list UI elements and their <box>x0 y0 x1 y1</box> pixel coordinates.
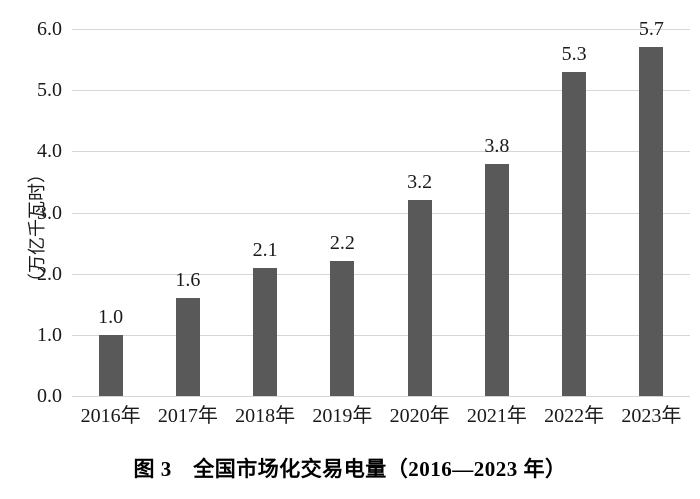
bar-2023年 <box>639 47 664 396</box>
y-tick-label-5.0: 5.0 <box>37 79 62 102</box>
bar-2017年 <box>175 298 200 396</box>
x-tick-label-2019年: 2019年 <box>312 405 373 427</box>
bar-value-label-2016年: 1.0 <box>98 305 124 328</box>
figure-caption: 图 3 全国市场化交易电量（2016—2023 年） <box>133 457 567 481</box>
bar-value-label-2017年: 1.6 <box>175 269 201 292</box>
y-tick-label-3.0: 3.0 <box>37 201 62 224</box>
x-tick-label-2018年: 2018年 <box>235 405 296 427</box>
x-tick-label-2021年: 2021年 <box>466 405 527 427</box>
bar-value-label-2019年: 2.2 <box>329 232 355 255</box>
gridline-3.0 <box>72 212 690 214</box>
bar-value-label-2021年: 3.8 <box>484 134 510 157</box>
plot-area: 1.0 1.6 2.1 2.2 3.2 3.8 5.3 5.7 <box>72 18 690 397</box>
bar-2021年 <box>484 163 509 396</box>
gridline-0.0 <box>72 396 690 397</box>
gridline-4.0 <box>72 151 690 153</box>
gridline-5.0 <box>72 90 690 92</box>
y-tick-label-6.0: 6.0 <box>37 18 62 40</box>
gridline-2.0 <box>72 273 690 275</box>
bar-2016年 <box>98 334 123 396</box>
bar-value-label-2023年: 5.7 <box>638 18 664 41</box>
bar-value-label-2020年: 3.2 <box>407 171 433 194</box>
x-tick-label-2023年: 2023年 <box>621 405 682 427</box>
y-tick-label-4.0: 4.0 <box>37 140 62 163</box>
bar-value-label-2022年: 5.3 <box>561 42 587 65</box>
y-tick-label-2.0: 2.0 <box>37 262 62 285</box>
bar-2020年 <box>407 200 432 396</box>
gridline-1.0 <box>72 334 690 336</box>
gridline-6.0 <box>72 29 690 30</box>
bar-2018年 <box>253 267 278 396</box>
x-tick-label-2016年: 2016年 <box>80 405 141 427</box>
y-tick-label-1.0: 1.0 <box>37 323 62 346</box>
bar-2019年 <box>330 261 355 396</box>
bar-2022年 <box>562 71 587 396</box>
x-tick-label-2020年: 2020年 <box>389 405 450 427</box>
x-tick-label-2017年: 2017年 <box>157 405 218 427</box>
bar-value-label-2018年: 2.1 <box>252 238 278 261</box>
y-tick-label-0.0: 0.0 <box>37 385 62 407</box>
x-tick-label-2022年: 2022年 <box>544 405 605 427</box>
